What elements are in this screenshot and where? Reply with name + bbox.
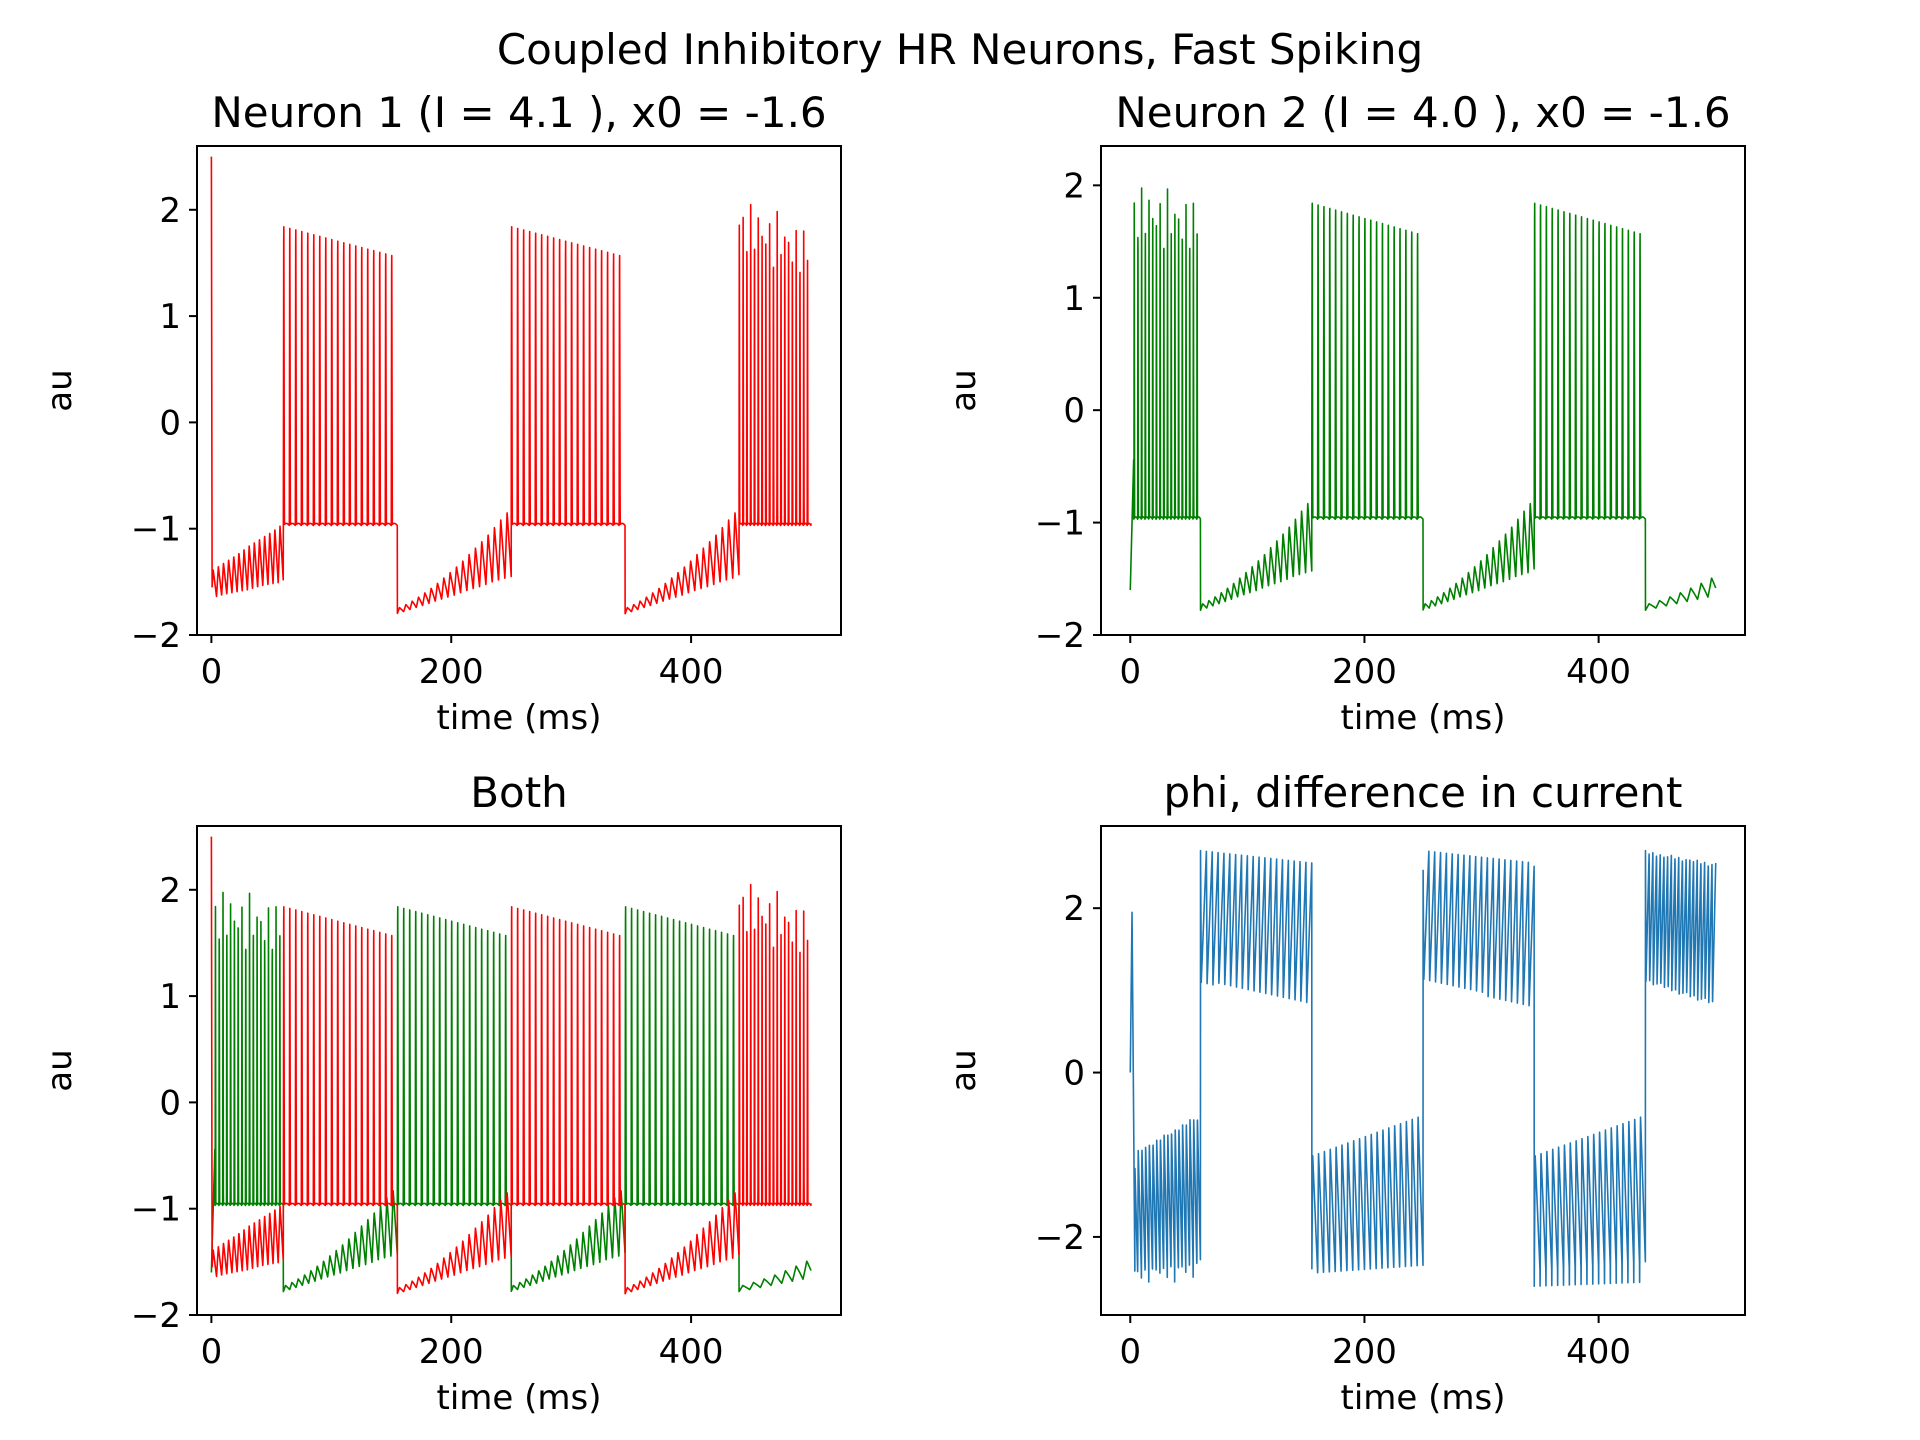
series-line-phi (1129, 849, 1717, 1288)
axes-frame (1100, 145, 1746, 636)
subplot-3: 0 200 400 −2 −1 0 1 2 Both time (ms) au (40, 768, 842, 1418)
plot-area (210, 836, 812, 1295)
y-tick-label: −2 (1035, 1218, 1085, 1258)
x-tick-label: 200 (419, 652, 484, 692)
x-tick-label: 0 (201, 1332, 223, 1372)
y-tick-label: −2 (131, 616, 181, 656)
y-tick-label: −1 (1035, 504, 1085, 544)
y-tick-label: 1 (159, 297, 181, 337)
axes-frame (1100, 825, 1746, 1316)
x-tick-label: 0 (1119, 652, 1141, 692)
subplot-1: 0 200 400 −2 −1 0 1 2 Neuron 1 (I = 4.1 ), x0 = … (40, 88, 842, 738)
y-tick-label: 1 (1063, 279, 1085, 319)
x-axis-label: time (ms) (1341, 698, 1506, 738)
y-tick-label: 2 (1063, 166, 1085, 206)
y-tick-label: 2 (159, 871, 181, 911)
y-tick-label: 2 (159, 191, 181, 231)
x-tick-label: 400 (659, 1332, 724, 1372)
plot-area (1129, 849, 1717, 1288)
x-tick-label: 200 (1332, 652, 1397, 692)
x-axis-label: time (ms) (437, 698, 602, 738)
y-axis-label: au (944, 369, 984, 411)
x-tick-label: 400 (1566, 1332, 1631, 1372)
x-axis-label: time (ms) (437, 1378, 602, 1418)
figure-suptitle: Coupled Inhibitory HR Neurons, Fast Spik… (497, 25, 1423, 74)
y-tick-label: 1 (159, 977, 181, 1017)
plot-area (210, 156, 812, 615)
subplot-title: phi, difference in current (1164, 768, 1683, 817)
x-tick-label: 400 (1566, 652, 1631, 692)
subplot-title: Neuron 2 (I = 4.0 ), x0 = -1.6 (1115, 88, 1730, 137)
x-tick-label: 0 (1119, 1332, 1141, 1372)
subplot-title: Neuron 1 (I = 4.1 ), x0 = -1.6 (211, 88, 826, 137)
y-tick-label: 0 (1063, 391, 1085, 431)
y-tick-label: 2 (1063, 889, 1085, 929)
subplot-title: Both (470, 768, 568, 817)
y-axis-label: au (944, 1049, 984, 1091)
subplot-2: 0 200 400 −2 −1 0 1 2 Neuron 2 (I = 4.0 ), x0 = … (944, 88, 1746, 738)
series-line-neuron1 (210, 836, 812, 1295)
series-line-neuron1 (210, 156, 812, 615)
x-tick-label: 0 (201, 652, 223, 692)
x-axis-label: time (ms) (1341, 1378, 1506, 1418)
x-tick-label: 400 (659, 652, 724, 692)
axes-frame (196, 825, 842, 1316)
plot-area (1129, 187, 1717, 612)
y-tick-label: −1 (131, 1190, 181, 1230)
series-line-neuron2 (1129, 187, 1717, 612)
axes-frame (196, 145, 842, 636)
y-tick-label: 0 (1063, 1054, 1085, 1094)
y-tick-label: 0 (159, 403, 181, 443)
y-tick-label: −1 (131, 510, 181, 550)
y-tick-label: −2 (131, 1296, 181, 1336)
subplot-4: 0 200 400 −2 0 2 phi, difference in current tim… (944, 768, 1746, 1418)
x-tick-label: 200 (419, 1332, 484, 1372)
x-tick-label: 200 (1332, 1332, 1397, 1372)
y-tick-label: −2 (1035, 616, 1085, 656)
y-axis-label: au (40, 369, 80, 411)
y-tick-label: 0 (159, 1083, 181, 1123)
y-axis-label: au (40, 1049, 80, 1091)
